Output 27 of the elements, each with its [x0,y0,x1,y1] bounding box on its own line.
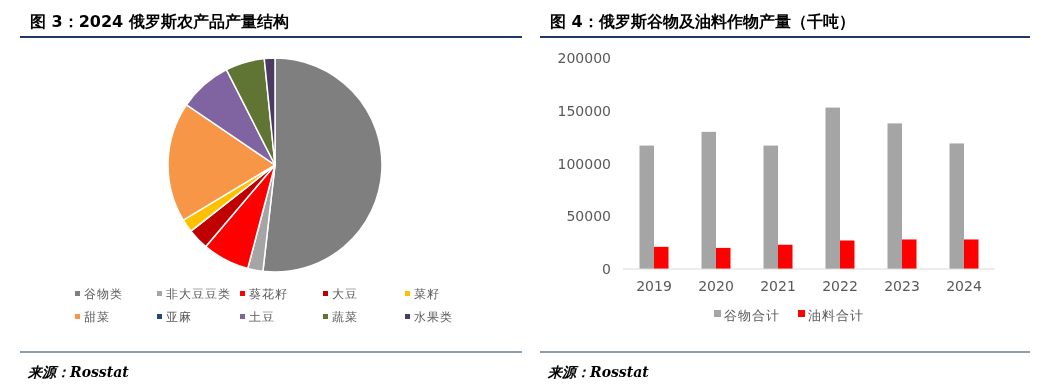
legend-label: 谷物类 [84,287,123,301]
legend-label: 大豆 [332,287,358,301]
legend-label: 菜籽 [414,287,440,301]
legend-label: 谷物合计 [724,308,780,323]
x-tick-label: 2024 [946,278,982,294]
legend-label: 葵花籽 [249,287,288,301]
legend-label: 蔬菜 [332,310,358,324]
legend-label: 亚麻 [166,310,192,324]
x-tick-label: 2023 [884,278,920,294]
chart-title: 图 4：俄罗斯谷物及油料作物产量（千吨） [550,12,855,31]
source-note: 来源：Rosstat [27,364,130,380]
legend-label: 水果类 [414,310,453,324]
x-tick-label: 2020 [698,278,734,294]
y-tick-label: 50000 [566,208,611,225]
x-tick-label: 2022 [822,278,858,294]
legend-label: 非大豆豆类 [166,287,231,301]
y-tick-label: 100000 [557,155,611,172]
legend-label: 油料合计 [808,308,864,323]
legend-label: 土豆 [249,310,275,324]
y-tick-label: 150000 [557,102,611,119]
x-tick-label: 2021 [760,278,796,294]
y-tick-label: 0 [602,261,611,277]
x-tick-label: 2019 [636,278,672,294]
y-tick-label: 200000 [557,50,611,66]
legend-label: 甜菜 [84,310,110,324]
chart-title: 图 3：2024 俄罗斯农产品产量结构 [30,12,289,31]
source-note: 来源：Rosstat [547,364,650,380]
